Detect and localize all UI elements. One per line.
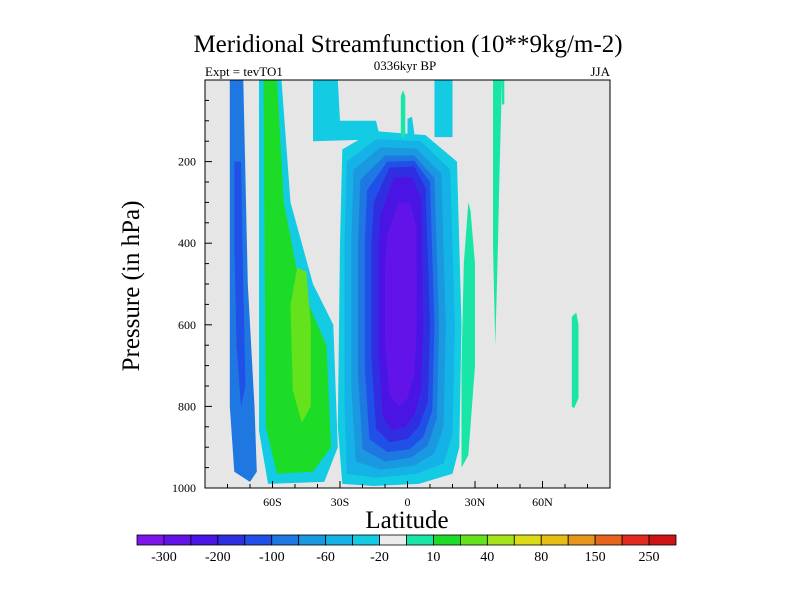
- contour-region-hadley-8: [385, 202, 417, 407]
- colorbar-box: [163, 534, 192, 546]
- x-tick-30s: 30S: [331, 481, 350, 509]
- y-tick-label: 600: [178, 318, 196, 332]
- contour-region-sh-green-core: [290, 267, 311, 423]
- x-tick-label: 60N: [532, 495, 553, 509]
- x-tick-label: 30N: [465, 495, 486, 509]
- colorbar-box: [190, 534, 219, 546]
- colorbar-label: 250: [639, 550, 660, 565]
- contour-region-sh-outer-cell-inner: [234, 161, 246, 407]
- y-tick-800: 800: [178, 399, 212, 413]
- contour-region-ferrel-wedge: [461, 202, 475, 468]
- x-tick-60s: 60S: [263, 481, 282, 509]
- colorbar-label: -200: [205, 550, 231, 565]
- colorbar-box: [217, 534, 246, 546]
- x-axis-title: Latitude: [365, 507, 448, 534]
- contour-region-tropical-strip: [400, 90, 406, 140]
- x-axis: 60S 30S 0 30N 60N: [263, 481, 553, 509]
- season-label: JJA: [590, 64, 610, 79]
- colorbar-box: [486, 534, 515, 546]
- colorbar-label: 40: [480, 550, 494, 565]
- colorbar-box: [352, 534, 380, 546]
- contour-region-nh-polar-strip: [571, 312, 579, 409]
- contour-regions: [229, 80, 579, 486]
- x-tick-label: 30S: [331, 495, 350, 509]
- minor-ticks: [205, 99, 588, 488]
- contour-region-nh-narrow-strip-2: [502, 80, 505, 105]
- colorbar-labels: -300 -200 -100 -60 -20 10 40 80 150 250: [151, 550, 659, 565]
- colorbar-box: [648, 534, 677, 546]
- y-tick-200: 200: [178, 155, 212, 169]
- colorbar-box: [244, 534, 273, 546]
- y-tick-1000: 1000: [172, 481, 212, 495]
- contour-region-upper-cyan-cap: [313, 80, 381, 142]
- x-tick-60n: 60N: [532, 481, 553, 509]
- y-tick-400: 400: [178, 236, 212, 250]
- contour-region-nh-narrow-strip: [493, 80, 502, 346]
- colorbar-label: -300: [151, 550, 177, 565]
- colorbar-box: [271, 534, 300, 546]
- colorbar-label: -100: [259, 550, 285, 565]
- colorbar-box: [621, 534, 650, 546]
- y-tick-label: 1000: [172, 481, 196, 495]
- chart-title: Meridional Streamfunction (10**9kg/m-2): [193, 31, 622, 58]
- y-tick-label: 800: [178, 399, 196, 413]
- colorbar-box: [379, 534, 407, 546]
- colorbar-box: [567, 534, 596, 546]
- time-label: 0336kyr BP: [374, 58, 436, 73]
- colorbar-box: [459, 534, 488, 546]
- y-tick-label: 200: [178, 155, 196, 169]
- colorbar: [136, 534, 677, 546]
- colorbar-box: [513, 534, 542, 546]
- colorbar-box: [406, 534, 434, 546]
- colorbar-label: 80: [534, 550, 548, 565]
- y-tick-label: 400: [178, 236, 196, 250]
- contour-region-tropical-cyan-strip: [407, 116, 415, 140]
- colorbar-label: 10: [426, 550, 440, 565]
- colorbar-box: [298, 534, 327, 546]
- colorbar-box: [594, 534, 623, 546]
- x-tick-label: 60S: [263, 495, 282, 509]
- colorbar-box: [325, 534, 353, 546]
- x-tick-0: 0: [405, 481, 411, 509]
- contour-region-upper-cyan-cap-right: [434, 80, 453, 138]
- x-tick-label: 0: [405, 495, 411, 509]
- colorbar-label: -60: [316, 550, 335, 565]
- experiment-label: Expt = tevTO1: [205, 64, 283, 79]
- colorbar-box: [136, 534, 165, 546]
- x-tick-30n: 30N: [465, 481, 486, 509]
- colorbar-box: [433, 534, 461, 546]
- colorbar-label: -20: [370, 550, 389, 565]
- y-axis: 200 400 600 800 1000: [172, 155, 212, 495]
- y-tick-600: 600: [178, 318, 212, 332]
- colorbar-label: 150: [585, 550, 606, 565]
- y-axis-title: Pressure (in hPa): [118, 201, 145, 372]
- colorbar-box: [540, 534, 569, 546]
